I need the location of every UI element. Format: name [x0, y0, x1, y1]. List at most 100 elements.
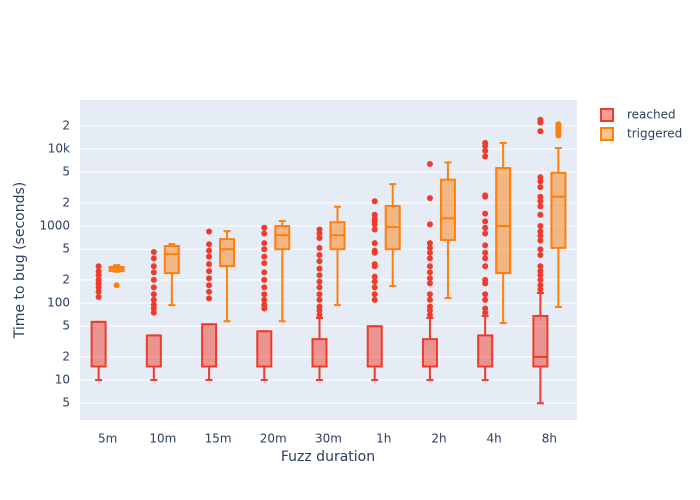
outlier — [371, 211, 378, 218]
outlier — [537, 193, 544, 200]
box — [201, 323, 218, 368]
outlier — [482, 309, 489, 316]
outlier — [261, 291, 268, 298]
outlier — [426, 303, 433, 310]
outlier — [261, 224, 268, 231]
outlier — [261, 269, 268, 276]
outlier — [537, 246, 544, 253]
outlier — [537, 232, 544, 239]
outlier — [426, 195, 433, 202]
y-tick-label: 2 — [62, 349, 70, 363]
y-tick-label: 5 — [62, 396, 70, 410]
outlier — [537, 223, 544, 230]
outlier — [261, 246, 268, 253]
plot-area — [80, 100, 577, 420]
outlier — [426, 269, 433, 276]
legend-swatch — [600, 108, 614, 122]
x-tick-label: 10m — [149, 432, 176, 446]
outlier — [261, 276, 268, 283]
x-tick-label: 2h — [431, 432, 446, 446]
x-tick-label: 8h — [542, 432, 557, 446]
outlier — [482, 305, 489, 312]
outlier — [537, 276, 544, 283]
outlier — [206, 253, 213, 260]
y-tick-label: 2 — [62, 272, 70, 286]
outlier — [150, 269, 157, 276]
x-axis-title: Fuzz duration — [281, 449, 375, 465]
outlier — [95, 288, 102, 295]
box — [256, 330, 273, 368]
outlier — [261, 260, 268, 267]
outlier — [537, 272, 544, 279]
outlier — [150, 255, 157, 262]
outlier — [426, 296, 433, 303]
outlier — [537, 211, 544, 218]
outlier — [426, 280, 433, 287]
box — [145, 334, 162, 368]
outlier — [537, 184, 544, 191]
y-tick-label: 2 — [62, 118, 70, 132]
outlier — [206, 228, 213, 235]
box — [90, 320, 107, 368]
box — [532, 314, 549, 368]
outlier — [426, 255, 433, 262]
x-tick-label: 4h — [487, 432, 502, 446]
outlier — [113, 282, 120, 289]
outlier — [426, 275, 433, 282]
outlier — [261, 253, 268, 260]
outlier — [261, 284, 268, 291]
outlier — [371, 284, 378, 291]
outlier — [150, 276, 157, 283]
outlier — [261, 301, 268, 308]
outlier — [261, 240, 268, 247]
outlier — [316, 234, 323, 241]
outlier — [555, 121, 562, 128]
box — [163, 245, 180, 275]
grid — [80, 125, 577, 404]
outlier — [537, 268, 544, 275]
box — [219, 238, 236, 268]
legend-label: reached — [627, 108, 676, 122]
outlier — [95, 263, 102, 270]
outlier — [206, 282, 213, 289]
legend-label: triggered — [627, 127, 682, 141]
outlier — [537, 228, 544, 235]
outlier — [95, 276, 102, 283]
outlier — [150, 284, 157, 291]
x-tick-label: 5m — [98, 432, 117, 446]
y-axis-title: Time to bug (seconds) — [12, 182, 28, 339]
outlier — [95, 272, 102, 279]
outlier — [482, 296, 489, 303]
outlier — [426, 160, 433, 167]
outlier — [482, 263, 489, 270]
outlier — [537, 198, 544, 205]
outlier — [371, 261, 378, 268]
y-tick-label: 5 — [62, 242, 70, 256]
outlier — [206, 295, 213, 302]
outlier — [316, 284, 323, 291]
outlier — [316, 291, 323, 298]
outlier — [426, 249, 433, 256]
y-tick-label: 1000 — [39, 219, 70, 233]
outlier — [537, 203, 544, 210]
outlier — [150, 301, 157, 308]
outlier — [95, 293, 102, 300]
outlier — [482, 218, 489, 225]
outlier — [206, 275, 213, 282]
outlier — [537, 252, 544, 259]
outlier — [316, 252, 323, 259]
box — [421, 338, 438, 368]
outlier — [482, 249, 489, 256]
y-tick-label: 10k — [48, 142, 70, 156]
box — [439, 178, 456, 241]
outlier — [426, 244, 433, 251]
outlier — [316, 303, 323, 310]
outlier — [482, 139, 489, 146]
legend-swatch — [600, 127, 614, 141]
outlier — [426, 263, 433, 270]
outlier — [537, 178, 544, 185]
outlier — [316, 244, 323, 251]
outlier — [371, 226, 378, 233]
box — [550, 171, 567, 249]
